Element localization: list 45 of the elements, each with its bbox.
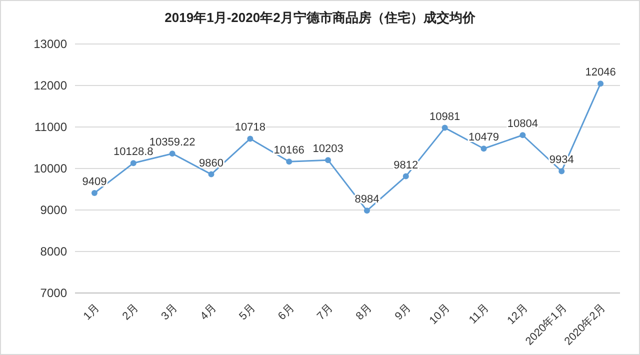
point — [480, 146, 487, 152]
x-tick-label: 4月 — [198, 302, 219, 323]
x-tick-label: 8月 — [354, 302, 375, 323]
x-tick-label: 3月 — [159, 302, 180, 323]
point — [402, 173, 409, 180]
data-label: 10804 — [507, 118, 538, 130]
point — [558, 168, 565, 174]
point — [247, 136, 254, 142]
point — [598, 80, 604, 87]
x-tick-label: 9月 — [392, 302, 414, 323]
data-label: 9409 — [82, 176, 107, 188]
point — [286, 158, 292, 165]
point — [130, 160, 136, 166]
data-label: 10359.22 — [149, 136, 196, 149]
point — [208, 171, 214, 178]
chart-title: 2019年1月-2020年2月宁德市商品房（住宅）成交均价 — [164, 10, 476, 25]
point — [169, 150, 176, 157]
x-tick-label: 1月 — [81, 302, 102, 323]
y-tick-label: 9000 — [40, 203, 68, 217]
x-tick-label: 11月 — [466, 302, 492, 326]
data-label: 10128.8 — [114, 146, 154, 158]
y-tick-label: 10000 — [34, 162, 68, 176]
data-label: 12046 — [585, 66, 616, 79]
y-tick-label: 13000 — [34, 37, 68, 51]
point — [442, 124, 448, 131]
y-tick-label: 7000 — [40, 286, 68, 300]
y-tick-label: 8000 — [40, 244, 68, 258]
x-tick-label: 12月 — [505, 302, 530, 328]
x-tick-label: 2月 — [120, 302, 141, 323]
point — [520, 132, 526, 138]
y-tick-label: 12000 — [34, 78, 68, 92]
x-tick-label: 5月 — [237, 302, 258, 323]
x-tick-label: 6月 — [276, 302, 297, 323]
data-label: 10203 — [312, 143, 344, 156]
data-label: 10981 — [430, 110, 460, 123]
x-tick-label: 10月 — [427, 302, 452, 328]
x-tick-label: 7月 — [315, 302, 336, 323]
data-label: 10479 — [468, 132, 500, 144]
data-label: 9860 — [199, 157, 224, 170]
point — [364, 208, 370, 214]
data-label: 10718 — [234, 122, 266, 134]
y-tick-label: 11000 — [34, 120, 68, 134]
data-label: 10166 — [274, 144, 304, 157]
point — [91, 190, 98, 196]
point — [325, 157, 332, 164]
